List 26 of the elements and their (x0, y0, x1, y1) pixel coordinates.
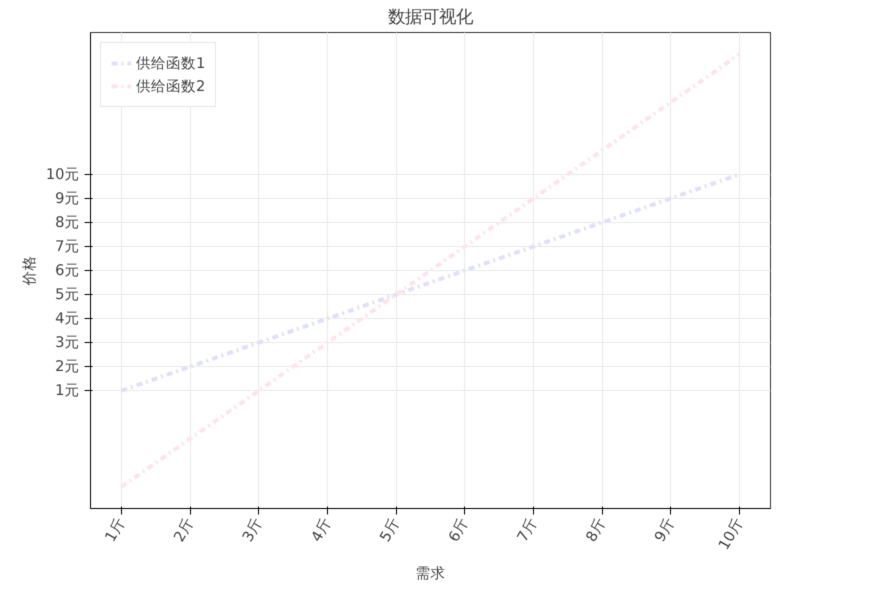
y-tick-label: 9元 (55, 190, 80, 207)
legend-label: 供给函数2 (136, 76, 206, 96)
x-tick-label: 9斤 (651, 515, 678, 545)
x-tick-label: 1斤 (102, 515, 129, 545)
x-tick-label: 6斤 (445, 515, 472, 545)
legend-label: 供给函数1 (136, 54, 206, 72)
y-tick-label: 4元 (55, 310, 80, 328)
x-tick-label: 5斤 (376, 515, 404, 545)
y-tick-label: 6元 (55, 262, 80, 279)
y-tick-label: 10元 (46, 166, 80, 183)
x-tick-label: 2斤 (170, 515, 198, 545)
x-axis-title: 需求 (416, 565, 446, 582)
y-tick-label: 5元 (55, 286, 80, 304)
x-tick-label: 3斤 (239, 515, 266, 545)
x-tick-label: 4斤 (308, 515, 335, 545)
chart-title: 数据可视化 (388, 8, 473, 28)
x-tick-label: 7斤 (514, 515, 541, 545)
x-tick-label: 10斤 (715, 515, 747, 553)
y-tick-label: 8元 (55, 214, 80, 231)
y-tick-label: 1元 (55, 382, 80, 400)
y-tick-label: 7元 (55, 238, 80, 255)
line-series (119, 52, 742, 489)
y-tick-label: 3元 (55, 334, 80, 352)
y-tick-label: 2元 (55, 358, 80, 376)
y-axis-title: 价格 (20, 256, 38, 286)
x-tick-label: 8斤 (582, 515, 610, 545)
